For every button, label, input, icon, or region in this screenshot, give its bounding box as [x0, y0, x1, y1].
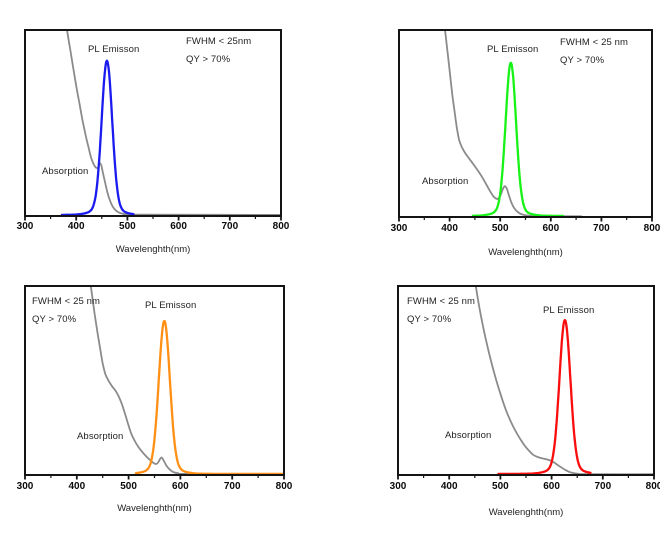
x-tick-label: 700 [221, 221, 239, 232]
pl-emission-label: PL Emisson [145, 300, 197, 311]
x-tick-label: 800 [645, 481, 660, 492]
x-tick-label: 400 [68, 481, 86, 492]
x-tick-label: 500 [120, 481, 137, 492]
chart-panel-blue: PL Emisson FWHM < 25nm QY > 70% Absorpti… [0, 0, 330, 279]
x-tick-label: 500 [491, 223, 509, 234]
qy-annotation: QY > 70% [186, 54, 231, 65]
absorption-label: Absorption [445, 430, 492, 441]
fwhm-annotation: FWHM < 25 nm [32, 296, 100, 307]
x-axis-title: Wavelenghth(nm) [115, 244, 191, 255]
x-tick-label: 700 [594, 481, 612, 492]
absorption-label: Absorption [42, 166, 89, 177]
curve-emission [60, 59, 135, 217]
plot-area-orange [24, 285, 285, 480]
x-axis-title: Wavelenghth(nm) [488, 247, 563, 258]
chart-panel-red: FWHM < 25 nm QY > 70% PL Emisson Absorpt… [330, 270, 660, 549]
absorption-label: Absorption [77, 431, 124, 442]
pl-emission-label: PL Emisson [88, 44, 140, 55]
qy-annotation: QY > 70% [560, 55, 605, 66]
x-tick-label: 700 [593, 223, 610, 234]
x-tick-label: 500 [119, 221, 136, 232]
plot-frame [24, 29, 282, 217]
x-tick-label: 300 [390, 223, 408, 234]
chart-panel-green: PL Emisson FWHM < 25 nm QY > 70% Absorpt… [330, 0, 660, 279]
pl-emission-label: PL Emisson [543, 305, 595, 316]
fwhm-annotation: FWHM < 25 nm [560, 37, 628, 48]
plot-frame [398, 29, 653, 218]
x-tick-label: 300 [16, 481, 34, 492]
x-tick-label: 400 [67, 221, 85, 232]
curve-absorption [89, 285, 285, 475]
qy-annotation: QY > 70% [407, 314, 452, 325]
x-tick-label: 700 [223, 481, 241, 492]
curve-emission [471, 61, 565, 218]
x-tick-label: 600 [542, 223, 560, 234]
fwhm-annotation: FWHM < 25nm [186, 36, 252, 47]
pl-emission-label: PL Emisson [487, 44, 539, 55]
x-tick-label: 800 [275, 481, 293, 492]
plot-area-green [398, 29, 653, 222]
curve-emission [134, 319, 285, 476]
x-tick-label: 400 [441, 223, 458, 234]
plot-area-blue [24, 29, 282, 221]
qy-annotation: QY > 70% [32, 314, 77, 325]
x-tick-label: 300 [16, 221, 34, 232]
absorption-label: Absorption [422, 176, 469, 187]
curve-absorption [443, 29, 583, 218]
x-tick-label: 800 [643, 223, 660, 234]
chart-panel-orange: FWHM < 25 nm QY > 70% PL Emisson Absorpt… [0, 270, 330, 549]
x-tick-label: 600 [172, 481, 189, 492]
fwhm-annotation: FWHM < 25 nm [407, 296, 475, 307]
x-tick-label: 800 [272, 221, 290, 232]
x-axis-title: Wavelenghth(nm) [117, 503, 192, 514]
x-tick-label: 300 [389, 481, 407, 492]
curve-absorption [474, 285, 655, 476]
x-tick-label: 600 [170, 221, 187, 232]
x-tick-label: 400 [440, 481, 458, 492]
x-tick-label: 600 [543, 481, 560, 492]
plot-area-red [397, 285, 655, 480]
curve-emission [497, 318, 592, 476]
x-tick-label: 500 [492, 481, 509, 492]
x-axis-title: Wavelenghth(nm) [488, 507, 564, 518]
